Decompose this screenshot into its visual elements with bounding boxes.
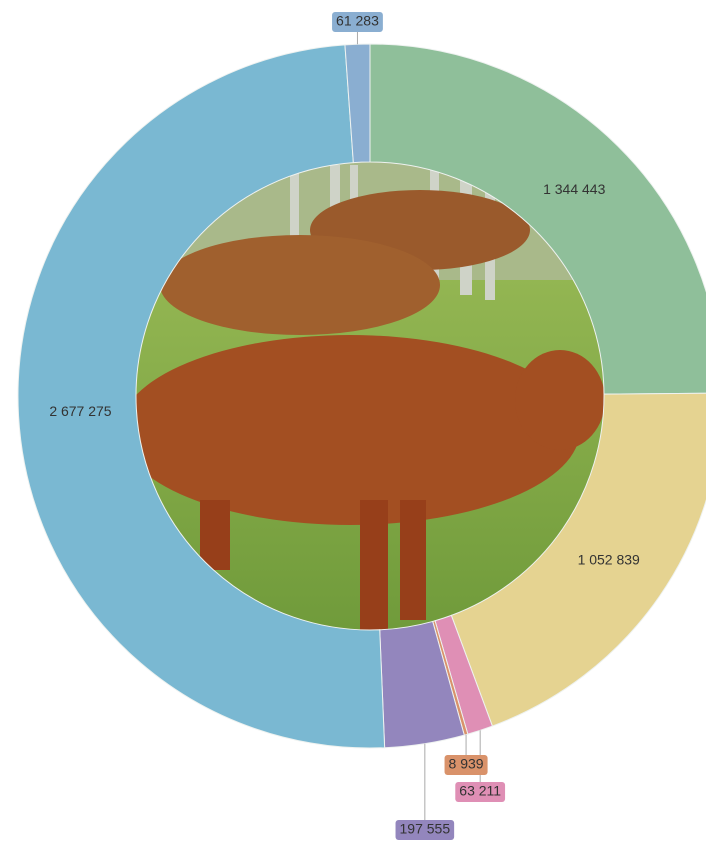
data-label: 8 939 (449, 756, 484, 772)
data-label: 197 555 (400, 821, 451, 837)
label-box (444, 755, 488, 775)
donut-slice (17, 44, 386, 749)
label-box (455, 782, 506, 802)
label-box (395, 820, 455, 840)
data-label: 1 344 443 (543, 181, 605, 197)
label-box (332, 12, 383, 32)
donut-slice (369, 43, 706, 395)
data-label: 63 211 (459, 783, 501, 799)
donut-slice (450, 392, 706, 727)
data-label: 2 677 275 (49, 403, 111, 419)
data-label: 1 052 839 (578, 551, 640, 567)
donut-slice (344, 43, 371, 164)
data-label: 61 283 (336, 13, 379, 29)
